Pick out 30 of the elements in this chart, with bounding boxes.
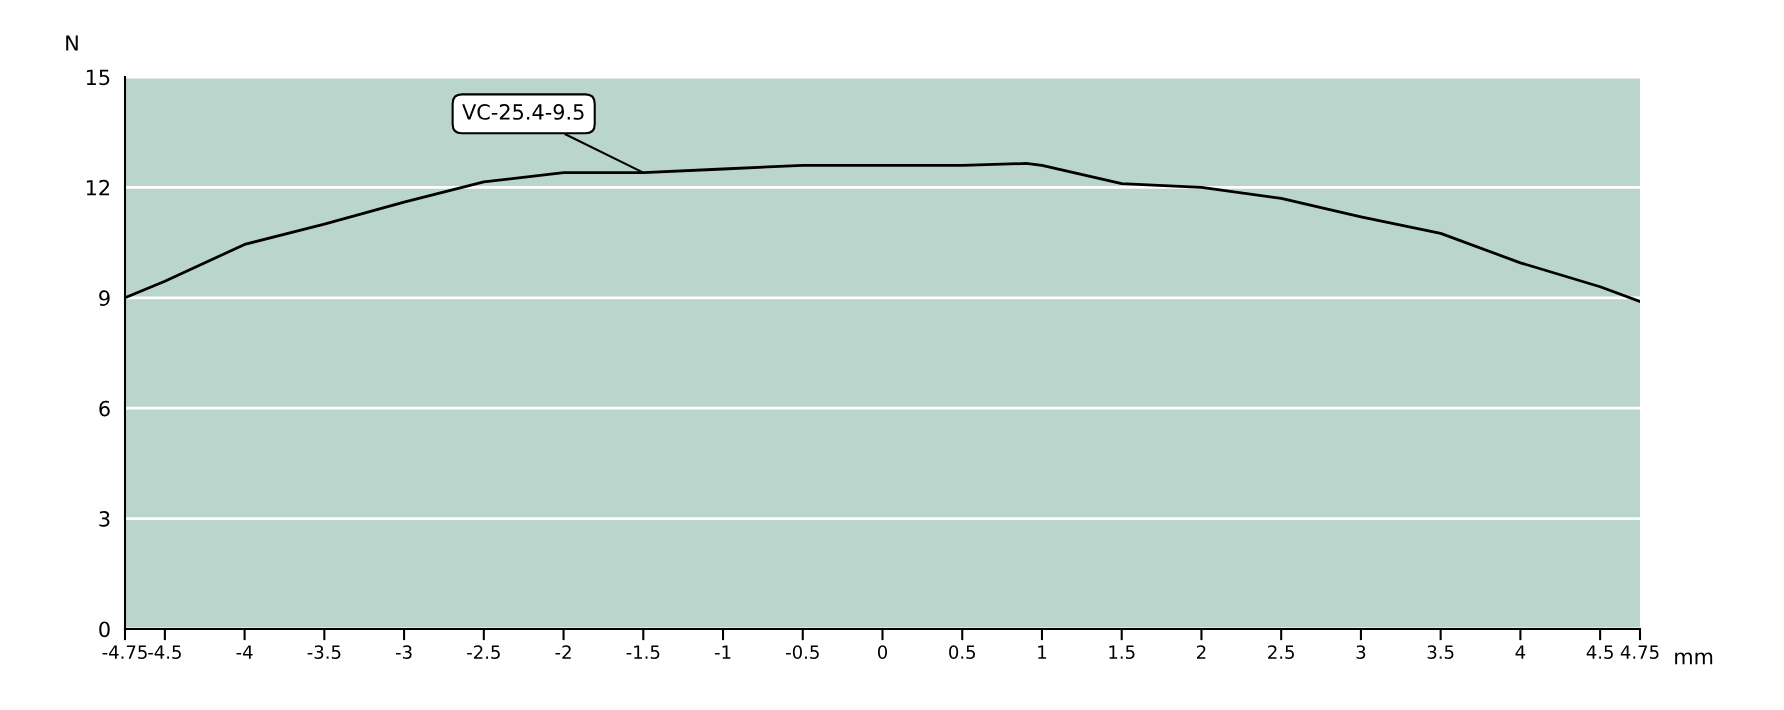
x-tick-label: -2.5 xyxy=(467,645,500,659)
x-tick-label: -3 xyxy=(395,645,412,659)
x-axis-title: mm xyxy=(1675,652,1713,665)
x-tick-label: 3.5 xyxy=(1427,645,1454,659)
x-tick-label: 1.5 xyxy=(1109,645,1135,659)
x-tick-label: 1 xyxy=(1038,645,1047,659)
x-tick-label: -4.5 xyxy=(148,645,181,659)
x-tick-label: -3.5 xyxy=(307,645,341,659)
y-tick-label: 3 xyxy=(99,511,110,527)
y-tick-label: 0 xyxy=(99,621,110,638)
x-tick-label: -4.75 xyxy=(102,645,147,659)
x-tick-label: 2 xyxy=(1197,645,1206,659)
x-tick-label: 4 xyxy=(1515,645,1526,659)
x-tick-label: 0 xyxy=(877,645,888,659)
annotation: VC-25.4-9.5 xyxy=(462,104,584,120)
x-tick-label: -4 xyxy=(236,645,253,659)
y-axis-title: N xyxy=(66,35,78,51)
x-tick-label: 4.5 xyxy=(1586,645,1613,659)
x-tick-label: 4.75 xyxy=(1620,645,1659,659)
x-tick-label: -0.5 xyxy=(786,645,819,659)
x-tick-label: -1 xyxy=(714,645,731,659)
x-tick-label: -2 xyxy=(555,645,571,659)
y-tick-label: 9 xyxy=(99,290,110,307)
x-tick-label: 0.5 xyxy=(949,645,976,659)
x-tick-label: 3 xyxy=(1356,645,1366,659)
x-tick-label: 2.5 xyxy=(1268,645,1294,659)
x-tick-label: -1.5 xyxy=(626,645,660,659)
y-tick-label: 6 xyxy=(99,400,110,417)
y-tick-label: 15 xyxy=(86,69,110,86)
y-tick-label: 12 xyxy=(86,179,110,196)
